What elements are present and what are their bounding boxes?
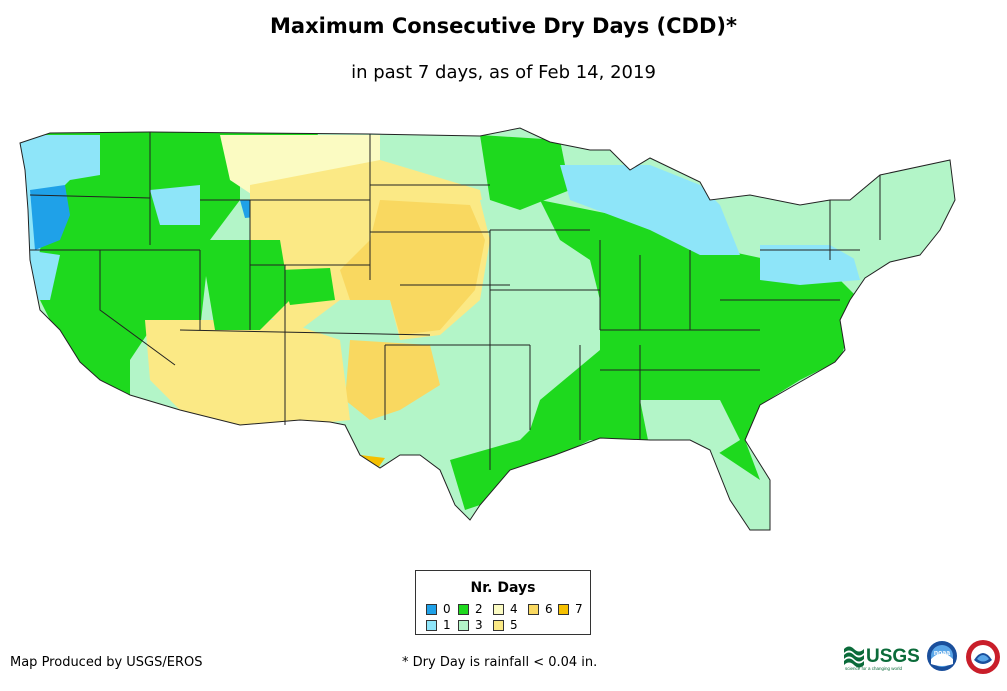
border-ca-nv <box>99 250 176 366</box>
legend-label: 2 <box>475 602 483 616</box>
us-cdd-map <box>19 127 956 531</box>
noaa-wordmark: noaa <box>934 650 950 657</box>
legend-item-4: 4 <box>493 603 518 615</box>
map-credit: Map Produced by USGS/EROS <box>10 655 203 670</box>
region-2-days-mn <box>480 135 570 210</box>
legend-swatch <box>493 620 504 631</box>
usgs-logo: USGS science for a changing world <box>844 646 920 671</box>
usgs-tagline: science for a changing world <box>845 666 903 671</box>
region-2-days-co <box>280 268 335 305</box>
legend-item-0: 0 <box>426 603 451 615</box>
legend-item-2: 2 <box>458 603 483 615</box>
region-2-days-utah <box>200 240 290 330</box>
region-1-day-great-lakes <box>560 165 740 255</box>
region-6-days-nm <box>345 340 440 420</box>
dry-day-footnote: * Dry Day is rainfall < 0.04 in. <box>402 655 598 670</box>
legend-swatch <box>493 604 504 615</box>
legend-label: 6 <box>545 602 553 616</box>
cdd-shading <box>20 128 955 530</box>
legend-swatch <box>528 604 539 615</box>
legend-item-1: 1 <box>426 619 451 631</box>
legend-item-5: 5 <box>493 619 518 631</box>
legend-item-7: 7 <box>558 603 583 615</box>
legend-label: 3 <box>475 618 483 632</box>
noaa-logo: noaa <box>927 641 957 671</box>
region-1-day-wa <box>20 135 100 300</box>
map-title: Maximum Consecutive Dry Days (CDD)* <box>270 14 737 38</box>
map-subtitle: in past 7 days, as of Feb 14, 2019 <box>351 62 656 83</box>
region-6-days-central <box>340 200 485 335</box>
legend-swatch <box>458 620 469 631</box>
legend-item-6: 6 <box>528 603 553 615</box>
legend-swatch <box>426 620 437 631</box>
legend-swatch <box>458 604 469 615</box>
border-az-nm <box>179 329 431 336</box>
usgs-wordmark: USGS <box>866 646 920 667</box>
state-boundaries <box>19 127 956 531</box>
legend-swatch <box>558 604 569 615</box>
legend-label: 5 <box>510 618 518 632</box>
region-0-days-or <box>30 185 70 250</box>
legend-label: 7 <box>575 602 583 616</box>
legend-title: Nr. Days <box>470 580 536 596</box>
region-1-day-id <box>150 185 200 225</box>
legend-label: 1 <box>443 618 451 632</box>
region-3-days-ne <box>800 160 955 262</box>
legend-label: 4 <box>510 602 518 616</box>
legend-swatch <box>426 604 437 615</box>
nws-logo <box>966 640 1000 674</box>
region-2-days-tx-coast <box>450 420 560 510</box>
us-outline <box>19 127 956 531</box>
region-5-days-az <box>145 320 350 425</box>
legend: Nr. Days 0 1 2 3 4 5 6 7 <box>415 570 591 635</box>
legend-label: 0 <box>443 602 451 616</box>
border-wa-or <box>29 194 151 199</box>
legend-item-3: 3 <box>458 619 483 631</box>
region-1-day-ny <box>760 245 860 285</box>
